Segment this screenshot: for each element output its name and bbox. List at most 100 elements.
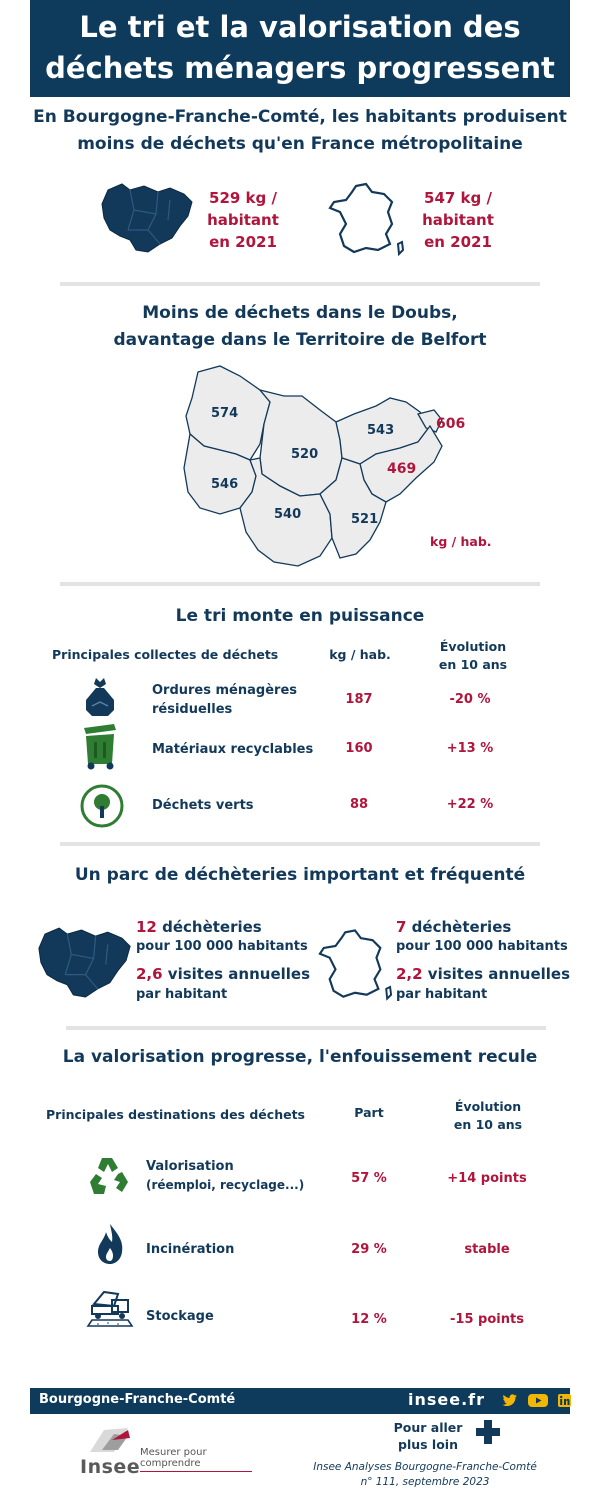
insee-logo-text: Insee — [80, 1456, 141, 1478]
collect-row1-evo: -20 % — [449, 692, 491, 707]
france-visits: 2,2 visites annuelles — [396, 965, 570, 985]
collect-row2-kg: 160 — [345, 741, 373, 756]
collect-row3-kg: 88 — [349, 797, 369, 812]
france-map-icon — [328, 182, 405, 257]
collect-col-evo: Évolution en 10 ans — [433, 638, 513, 674]
collect-col-main: Principales collectes de déchets — [52, 647, 279, 662]
collect-row1-label-line1: Ordures ménagères — [152, 683, 297, 698]
dest-row2-part: 29 % — [351, 1242, 387, 1257]
france-dech-count-value: 7 — [396, 918, 407, 936]
france-kg-stat: 547 kg / habitant en 2021 — [412, 187, 504, 253]
page-title-line2: déchets ménagers progressent — [45, 51, 555, 85]
divider-1 — [60, 282, 540, 286]
dept-value-yonne: 574 — [211, 406, 239, 421]
plus-icon[interactable] — [476, 1420, 500, 1444]
dept-value-jura: 521 — [351, 512, 379, 527]
region-dech-count: 12 déchèteries — [136, 918, 262, 938]
collect-row3-label: Déchets verts — [152, 798, 254, 813]
dept-value-belfort: 606 — [436, 416, 466, 432]
publication-reference: Insee Analyses Bourgogne-Franche-Comté n… — [300, 1460, 550, 1490]
more-info-link[interactable]: Pour aller plus loin — [392, 1419, 464, 1453]
region-map-icon — [101, 183, 193, 253]
section2-heading: Moins de déchets dans le Doubs, davantag… — [20, 300, 580, 354]
recycle-arrows-icon — [90, 1158, 128, 1194]
dest-col-evo-line2: en 10 ans — [453, 1117, 523, 1132]
dept-jura — [319, 457, 387, 559]
france-kg-line3: en 2021 — [424, 233, 492, 251]
collect-row2-evo: +13 % — [446, 741, 494, 756]
collect-col-kg: kg / hab. — [329, 647, 391, 662]
dept-value-doubs: 469 — [387, 461, 417, 477]
france-dech-count: 7 déchèteries — [396, 918, 511, 938]
france-visits-label: visites annuelles — [422, 965, 570, 983]
publication-line1: Insee Analyses Bourgogne-Franche-Comté — [313, 1461, 537, 1473]
collect-col-evo-line1: Évolution — [439, 639, 507, 654]
divider-4 — [66, 1026, 546, 1030]
section1-heading: En Bourgogne-Franche-Comté, les habitant… — [20, 104, 580, 158]
dest-row1-label-line2: (réemploi, recyclage...) — [146, 1178, 305, 1192]
section2-heading-line2: davantage dans le Territoire de Belfort — [113, 330, 487, 350]
collect-row1-label: Ordures ménagères résiduelles — [152, 681, 297, 719]
region-visits: 2,6 visites annuelles — [136, 965, 310, 985]
france-visits-value: 2,2 — [396, 965, 423, 983]
dest-col-evo: Évolution en 10 ans — [448, 1098, 528, 1134]
region-kg-line3: en 2021 — [209, 233, 277, 251]
dest-row1-part: 57 % — [351, 1171, 387, 1186]
france-dech-per: pour 100 000 habitants — [396, 939, 568, 954]
france-kg-line1: 547 kg / — [424, 189, 492, 207]
publication-line2: n° 111, septembre 2023 — [360, 1476, 490, 1488]
section2-heading-line1: Moins de déchets dans le Doubs, — [142, 303, 458, 323]
dest-row1-evo: +14 points — [447, 1171, 527, 1186]
twitter-icon[interactable] — [502, 1394, 517, 1407]
title-banner: Le tri et la valorisation des déchets mé… — [30, 0, 570, 97]
youtube-icon[interactable] — [528, 1394, 548, 1407]
dest-row3-evo: -15 points — [450, 1312, 524, 1327]
trash-bag-icon — [86, 678, 114, 716]
section4-heading: Un parc de déchèteries important et fréq… — [74, 865, 526, 885]
dest-col-main: Principales destinations des déchets — [46, 1107, 305, 1122]
collect-row2-label: Matériaux recyclables — [152, 742, 314, 757]
section5-heading: La valorisation progresse, l'enfouisseme… — [62, 1047, 538, 1067]
section3-heading: Le tri monte en puissance — [175, 606, 425, 626]
france-map-icon-2 — [318, 929, 393, 1001]
flame-icon — [98, 1224, 123, 1264]
collect-col-evo-line2: en 10 ans — [438, 657, 508, 672]
insee-logo-icon — [84, 1426, 134, 1456]
dest-col-part: Part — [354, 1105, 384, 1120]
more-info-line1: Pour aller — [393, 1420, 463, 1435]
landfill-truck-icon — [86, 1290, 134, 1327]
section1-heading-line2: moins de déchets qu'en France métropolit… — [77, 134, 523, 154]
region-kg-stat: 529 kg / habitant en 2021 — [198, 187, 288, 253]
map-unit-label: kg / hab. — [430, 534, 492, 549]
divider-3 — [60, 842, 540, 846]
dept-value-nievre: 546 — [211, 477, 239, 492]
footer-region-label: Bourgogne-Franche-Comté — [39, 1392, 236, 1407]
dept-value-cote-dor: 520 — [291, 447, 319, 462]
france-visits-per: par habitant — [396, 987, 488, 1002]
dest-row3-part: 12 % — [351, 1312, 387, 1327]
page-title-line1: Le tri et la valorisation des — [79, 10, 521, 44]
region-dech-count-label: déchèteries — [156, 918, 262, 936]
dept-belfort — [417, 409, 443, 433]
region-dech-count-value: 12 — [136, 918, 157, 936]
insee-site-link[interactable]: insee.fr — [408, 1390, 486, 1409]
region-map-icon-2 — [38, 927, 131, 998]
france-kg-line2: habitant — [422, 211, 494, 229]
region-dech-per: pour 100 000 habitants — [136, 939, 308, 954]
footer-bar: Bourgogne-Franche-Comté insee.fr — [30, 1388, 571, 1414]
dest-row1-label: Valorisation (réemploi, recyclage...) — [146, 1157, 304, 1195]
more-info-line2: plus loin — [398, 1437, 458, 1452]
region-visits-label: visites annuelles — [162, 965, 310, 983]
dept-value-haute-saone: 543 — [367, 423, 395, 438]
recycling-bin-icon — [84, 724, 116, 770]
region-visits-per: par habitant — [136, 987, 228, 1002]
collect-row1-kg: 187 — [345, 692, 373, 707]
green-waste-icon — [80, 784, 124, 828]
region-kg-line2: habitant — [207, 211, 279, 229]
collect-row1-label-line2: résiduelles — [152, 702, 233, 717]
linkedin-icon[interactable] — [558, 1394, 571, 1407]
france-dech-count-label: déchèteries — [406, 918, 512, 936]
dest-row1-label-line1: Valorisation — [146, 1159, 234, 1174]
insee-tagline: Mesurer pour comprendre — [140, 1447, 252, 1472]
region-visits-value: 2,6 — [136, 965, 163, 983]
